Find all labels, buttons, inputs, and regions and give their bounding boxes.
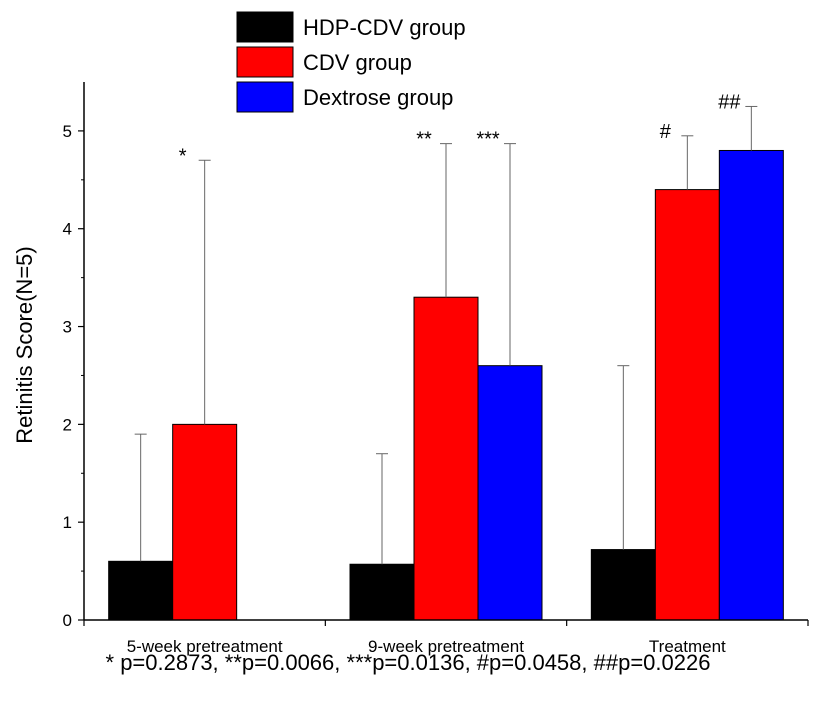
y-tick-label-3: 3 [63, 318, 72, 337]
significance-label-3: # [660, 121, 672, 143]
y-tick-label-2: 2 [63, 415, 72, 434]
y-axis-title: Retinitis Score(N=5) [12, 246, 37, 443]
bar-1-2 [654, 189, 720, 621]
x-tick-label-1: 9-week pretreatment [368, 637, 524, 656]
legend-label-2: Dextrose group [303, 85, 453, 110]
significance-footnote: * p=0.2873, **p=0.0066, ***p=0.0136, #p=… [105, 650, 711, 675]
legend: HDP-CDV group CDV group Dextrose group [236, 11, 466, 113]
axes: 0 1 2 3 4 5 5-week pretreatment 9-week pretreat… [63, 82, 809, 656]
legend-swatch-1 [236, 46, 294, 78]
bar-0-2 [590, 549, 656, 621]
x-tick-label-0: 5-week pretreatment [127, 637, 283, 656]
bar-0-0 [108, 560, 174, 621]
bar-2-2 [718, 149, 784, 621]
y-tick-label-1: 1 [63, 513, 72, 532]
legend-label-1: CDV group [303, 50, 412, 75]
significance-label-4: ## [718, 91, 741, 113]
bar-1-1 [413, 296, 479, 621]
bar-2-1 [477, 365, 543, 621]
x-tick-label-2: Treatment [649, 637, 726, 656]
legend-label-0: HDP-CDV group [303, 15, 466, 40]
legend-swatch-0 [236, 11, 294, 43]
legend-swatch-2 [236, 81, 294, 113]
plot-area: *** *** ### [108, 91, 784, 621]
significance-label-1: ** [416, 129, 432, 151]
y-tick-label-0: 0 [63, 611, 72, 630]
bar-0-1 [349, 563, 415, 621]
significance-label-0: * [179, 145, 187, 167]
significance-label-2: *** [476, 129, 500, 151]
y-tick-label-5: 5 [63, 122, 72, 141]
y-tick-label-4: 4 [63, 220, 72, 239]
bar-1-0 [172, 423, 238, 621]
